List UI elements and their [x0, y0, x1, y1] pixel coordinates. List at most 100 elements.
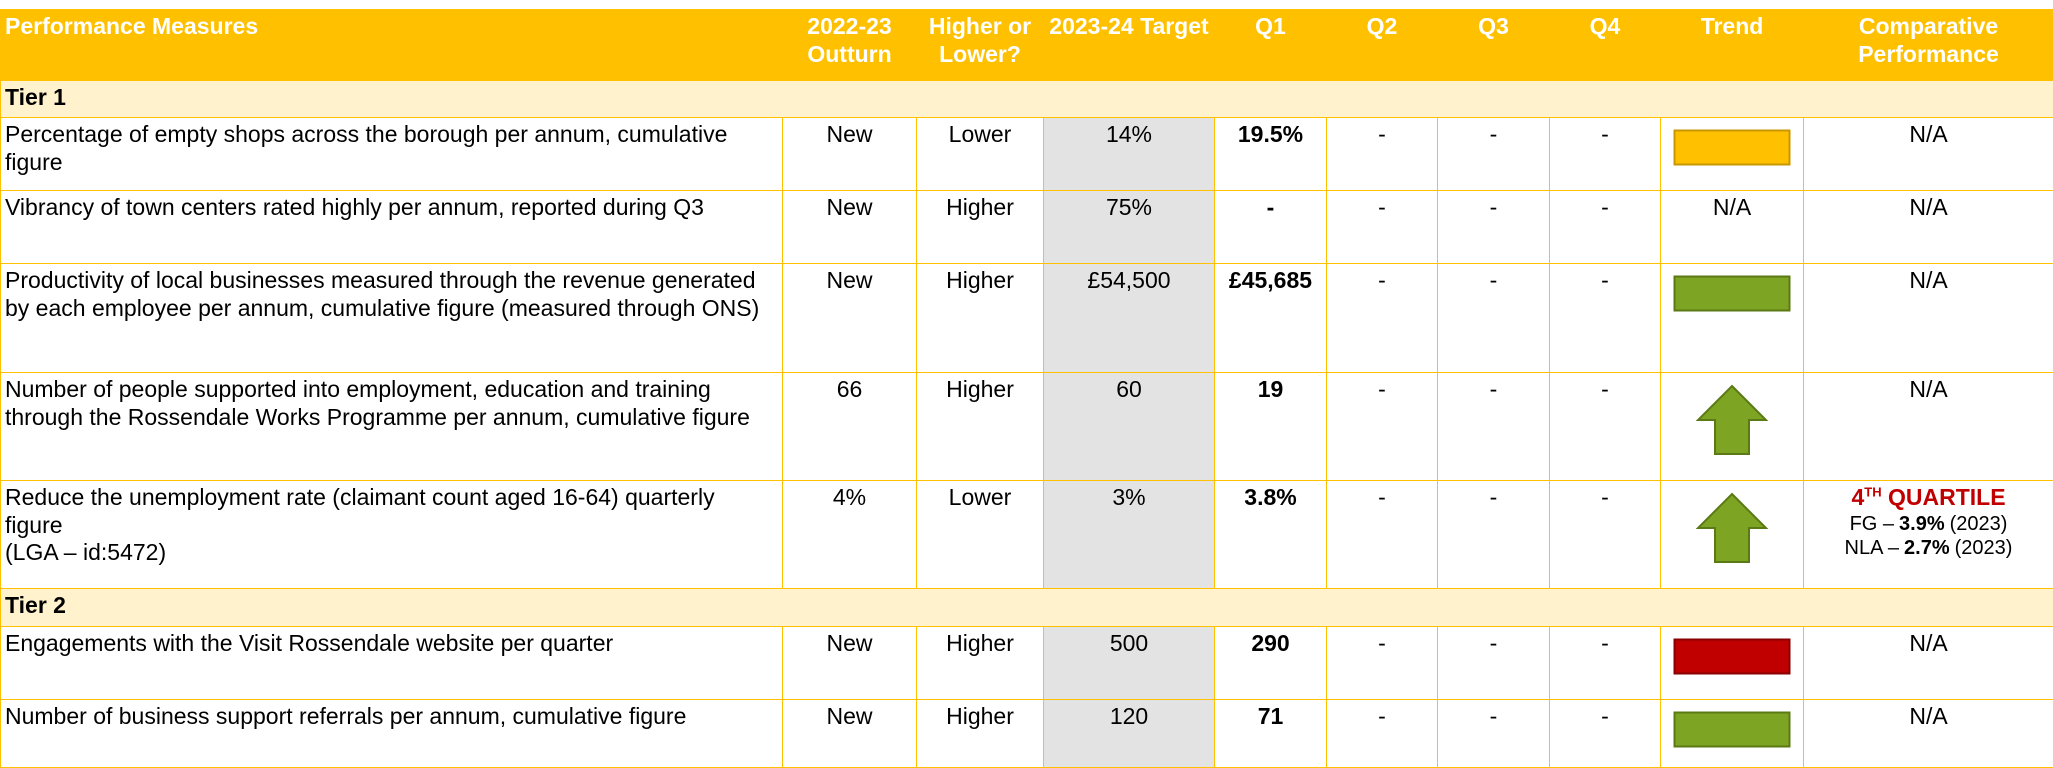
tier-row: Tier 2	[1, 589, 2053, 627]
direction-cell: Lower	[917, 118, 1044, 191]
tier-label: Tier 2	[1, 589, 2053, 627]
outturn-cell: 4%	[783, 481, 917, 589]
comparison-value: 3.9%	[1899, 513, 1945, 535]
trend-icon	[1673, 275, 1791, 313]
target-cell: 500	[1044, 627, 1215, 700]
comparison-label: NLA –	[1845, 537, 1899, 559]
q3-cell: -	[1438, 627, 1550, 700]
trend-text: N/A	[1713, 194, 1751, 220]
q3-cell: -	[1438, 118, 1550, 191]
direction-cell: Higher	[917, 264, 1044, 373]
outturn-cell: New	[783, 627, 917, 700]
comparison-value: 2.7%	[1904, 537, 1950, 559]
up-arrow	[1698, 494, 1766, 562]
outturn-cell: New	[783, 700, 917, 768]
direction-cell: Higher	[917, 627, 1044, 700]
q3-cell: -	[1438, 191, 1550, 264]
q3-cell: -	[1438, 700, 1550, 768]
tier-label: Tier 1	[1, 81, 2053, 118]
comparative-cell: N/A	[1804, 191, 2053, 264]
trend-icon	[1673, 129, 1791, 167]
measure-text: Productivity of local businesses measure…	[5, 267, 759, 321]
trend-icon	[1696, 492, 1768, 564]
measure-row: Percentage of empty shops across the bor…	[1, 118, 2053, 191]
measure-text: Percentage of empty shops across the bor…	[5, 121, 727, 175]
header-cell: Comparative Performance	[1804, 10, 2053, 81]
trend-cell	[1661, 700, 1804, 768]
trend-icon	[1673, 638, 1791, 676]
trend-cell	[1661, 373, 1804, 481]
q4-cell: -	[1550, 481, 1661, 589]
measure-text: Reduce the unemployment rate (claimant c…	[5, 484, 715, 538]
direction-cell: Higher	[917, 191, 1044, 264]
header-cell: Performance Measures	[1, 10, 783, 81]
q3-cell: -	[1438, 264, 1550, 373]
q4-cell: -	[1550, 264, 1661, 373]
q1-cell: 19.5%	[1215, 118, 1327, 191]
trend-cell: N/A	[1661, 191, 1804, 264]
target-cell: 75%	[1044, 191, 1215, 264]
q2-cell: -	[1327, 191, 1438, 264]
measure-text: Number of people supported into employme…	[5, 376, 750, 430]
q2-cell: -	[1327, 700, 1438, 768]
comparative-text: N/A	[1909, 630, 1947, 656]
target-cell: 14%	[1044, 118, 1215, 191]
comparative-cell: N/A	[1804, 264, 2053, 373]
quartile-number: 4	[1851, 484, 1864, 510]
comparative-text: N/A	[1909, 703, 1947, 729]
q4-cell: -	[1550, 373, 1661, 481]
status-bar	[1675, 277, 1790, 311]
trend-icon	[1696, 384, 1768, 456]
header-cell: Q1	[1215, 10, 1327, 81]
measure-cell: Percentage of empty shops across the bor…	[1, 118, 783, 191]
q2-cell: -	[1327, 264, 1438, 373]
measure-row: Productivity of local businesses measure…	[1, 264, 2053, 373]
q2-cell: -	[1327, 373, 1438, 481]
q1-cell: 3.8%	[1215, 481, 1327, 589]
comparative-cell: N/A	[1804, 373, 2053, 481]
measure-row: Vibrancy of town centers rated highly pe…	[1, 191, 2053, 264]
direction-cell: Lower	[917, 481, 1044, 589]
comparative-text: N/A	[1909, 194, 1947, 220]
q1-cell: £45,685	[1215, 264, 1327, 373]
header-cell: 2023-24 Target	[1044, 10, 1215, 81]
q2-cell: -	[1327, 118, 1438, 191]
comparison-line: NLA –2.7%(2023)	[1808, 536, 2049, 560]
comparative-text: N/A	[1909, 121, 1947, 147]
header-cell: Q4	[1550, 10, 1661, 81]
q4-cell: -	[1550, 191, 1661, 264]
trend-cell	[1661, 264, 1804, 373]
direction-cell: Higher	[917, 373, 1044, 481]
target-cell: 3%	[1044, 481, 1215, 589]
q4-cell: -	[1550, 700, 1661, 768]
status-bar	[1675, 131, 1790, 165]
measure-text: Number of business support referrals per…	[5, 703, 686, 729]
header-cell: Q3	[1438, 10, 1550, 81]
measure-cell: Number of people supported into employme…	[1, 373, 783, 481]
q1-cell: 19	[1215, 373, 1327, 481]
measure-cell: Vibrancy of town centers rated highly pe…	[1, 191, 783, 264]
comparative-cell: N/A	[1804, 627, 2053, 700]
measure-text: Engagements with the Visit Rossendale we…	[5, 630, 613, 656]
trend-cell	[1661, 118, 1804, 191]
status-bar	[1675, 640, 1790, 674]
q3-cell: -	[1438, 373, 1550, 481]
q1-cell: 71	[1215, 700, 1327, 768]
measure-cell: Number of business support referrals per…	[1, 700, 783, 768]
comparative-cell: N/A	[1804, 118, 2053, 191]
tier-row: Tier 1	[1, 81, 2053, 118]
q1-cell: -	[1215, 191, 1327, 264]
quartile-suffix: TH	[1864, 484, 1881, 499]
measure-cell: Reduce the unemployment rate (claimant c…	[1, 481, 783, 589]
status-bar	[1675, 713, 1790, 747]
measure-cell: Engagements with the Visit Rossendale we…	[1, 627, 783, 700]
quartile-word: QUARTILE	[1888, 484, 2006, 510]
measure-row: Reduce the unemployment rate (claimant c…	[1, 481, 2053, 589]
q4-cell: -	[1550, 118, 1661, 191]
outturn-cell: New	[783, 264, 917, 373]
q4-cell: -	[1550, 627, 1661, 700]
